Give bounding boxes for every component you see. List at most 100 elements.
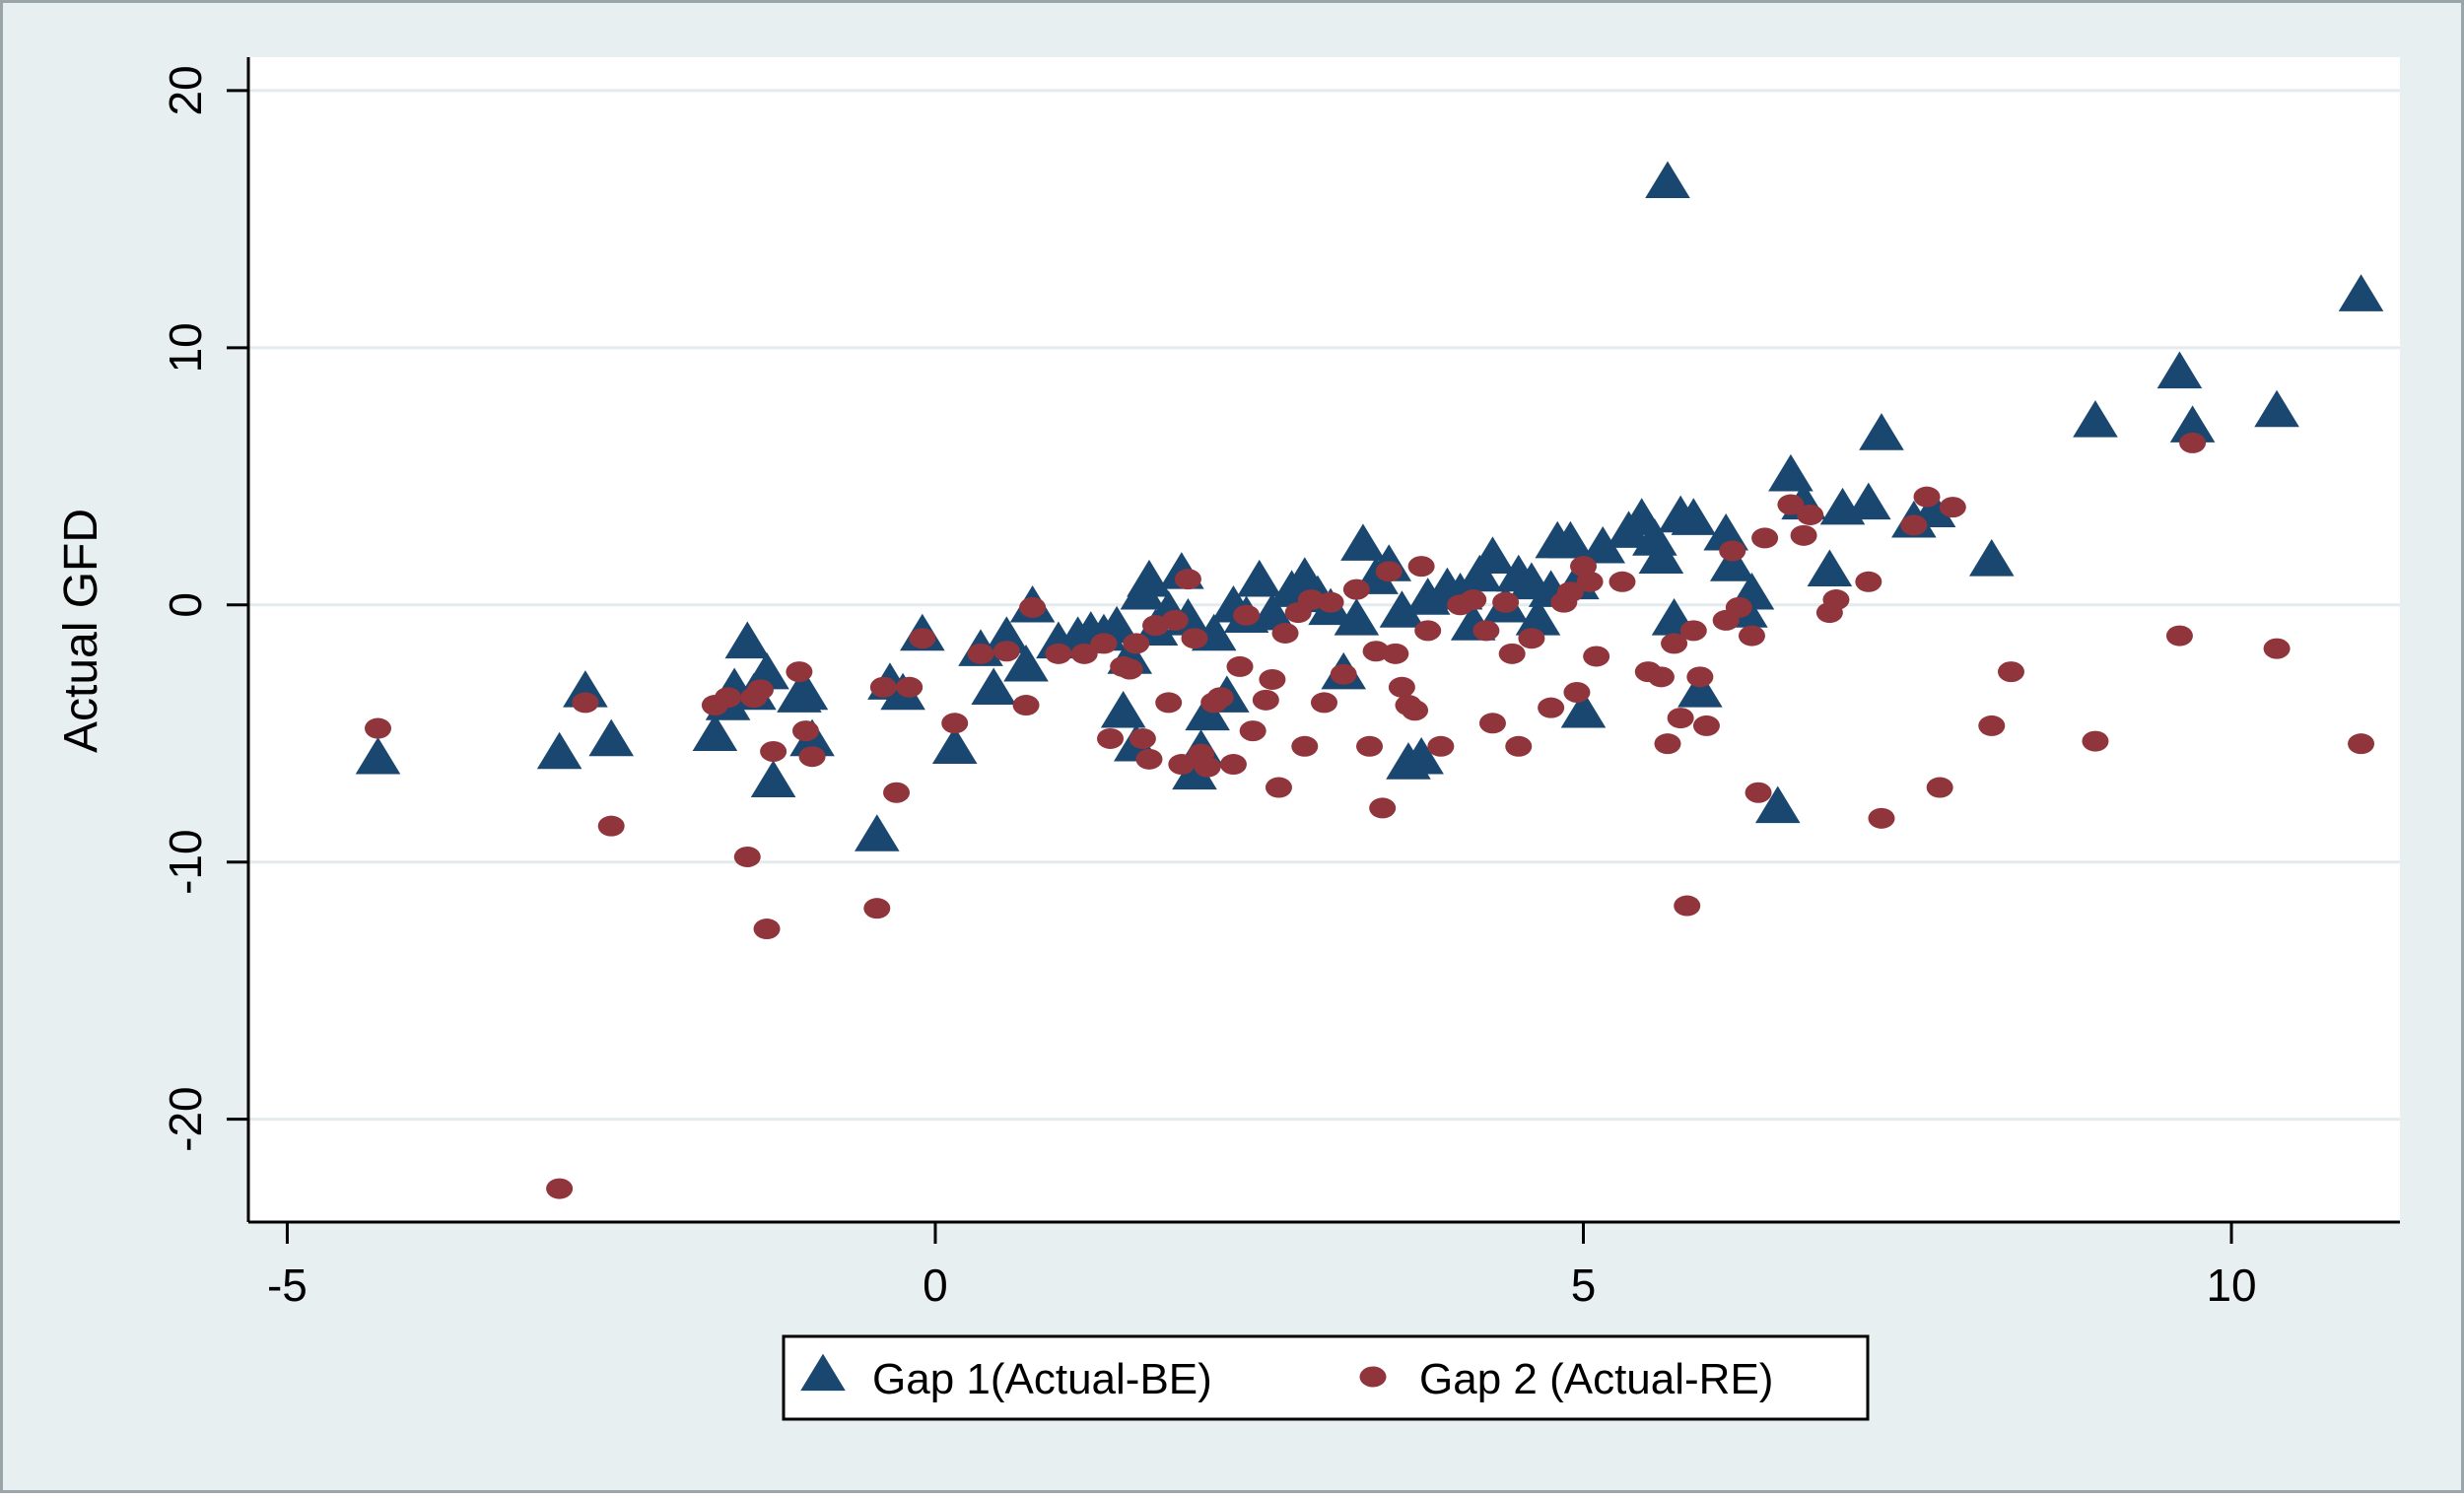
gap2-point bbox=[786, 661, 813, 683]
gap1-point bbox=[971, 667, 1016, 706]
y-tick-label: -20 bbox=[160, 1086, 211, 1151]
gap1-point bbox=[1671, 498, 1717, 535]
gap1-point bbox=[1560, 690, 1607, 728]
gap2-point bbox=[1090, 633, 1118, 654]
data-points bbox=[355, 161, 2384, 1199]
gap2-point bbox=[869, 676, 897, 698]
legend-gap1-marker bbox=[800, 1353, 846, 1392]
axes: -20 -10 0 10 20 -5 0 5 10 bbox=[160, 57, 2400, 1311]
gap2-point bbox=[1997, 661, 2024, 683]
gap2-point bbox=[883, 782, 911, 803]
gap2-point bbox=[1939, 497, 1966, 518]
gap1-point bbox=[1379, 590, 1425, 628]
y-axis-label: Actual GFD bbox=[55, 509, 107, 753]
gap2-point bbox=[1472, 620, 1500, 642]
gap2-point bbox=[1563, 681, 1591, 703]
gap1-point bbox=[1399, 736, 1444, 775]
x-tick-label: 10 bbox=[2206, 1260, 2256, 1311]
gap2-point bbox=[863, 898, 891, 919]
gap2-point bbox=[1738, 625, 1765, 647]
gap2-point bbox=[1012, 695, 1040, 716]
gap2-point bbox=[1239, 720, 1266, 742]
gap2-point bbox=[1661, 633, 1688, 654]
gap1-point bbox=[1250, 592, 1295, 631]
gap2-point bbox=[1725, 596, 1752, 618]
gap2-point bbox=[992, 641, 1020, 662]
gap1-point bbox=[692, 714, 738, 752]
gap2-point bbox=[1161, 609, 1189, 631]
gap1-point bbox=[931, 726, 978, 765]
gap1-point bbox=[1645, 161, 1690, 199]
gap2-point bbox=[1751, 527, 1779, 549]
gap2-point bbox=[1382, 643, 1409, 664]
gap2-point bbox=[798, 746, 826, 768]
gap2-point bbox=[1913, 486, 1941, 508]
gap2-point bbox=[546, 1178, 574, 1199]
gap2-point bbox=[2082, 730, 2109, 752]
gap2-point bbox=[1518, 628, 1545, 649]
gap2-point bbox=[1900, 514, 1928, 536]
gap2-point bbox=[1667, 708, 1694, 729]
gap2-point bbox=[597, 815, 625, 837]
gap2-point bbox=[365, 717, 392, 739]
gap2-point bbox=[1926, 777, 1953, 798]
gap1-point bbox=[750, 760, 796, 797]
gap1-point bbox=[1547, 520, 1594, 559]
gap1-point bbox=[783, 672, 829, 711]
gap1-point bbox=[855, 814, 900, 851]
gap2-point bbox=[1226, 655, 1254, 677]
gap2-point bbox=[1679, 620, 1707, 642]
x-tick-label: 0 bbox=[923, 1260, 948, 1311]
gap2-point bbox=[1505, 735, 1533, 757]
gap2-point bbox=[733, 846, 761, 867]
gap2-point bbox=[941, 713, 969, 734]
gap2-point bbox=[1194, 756, 1221, 778]
gap1-point bbox=[1968, 539, 2015, 577]
gap1-point bbox=[724, 621, 771, 659]
gap1-point bbox=[2156, 351, 2203, 389]
gap2-point bbox=[1265, 777, 1292, 798]
legend-box bbox=[782, 1334, 1870, 1421]
gap2-point bbox=[1123, 633, 1150, 654]
gap2-point bbox=[1868, 807, 1895, 829]
gap2-point bbox=[746, 679, 774, 701]
gap2-point bbox=[2348, 733, 2375, 755]
gap2-point bbox=[572, 692, 599, 714]
gap2-point bbox=[1155, 692, 1183, 714]
gap2-point bbox=[1608, 571, 1636, 592]
gap2-point bbox=[1342, 579, 1370, 600]
gap1-point bbox=[1709, 544, 1755, 581]
gap2-point bbox=[1777, 494, 1805, 515]
y-tick-label: 10 bbox=[160, 322, 211, 373]
gap2-point bbox=[1330, 663, 1357, 685]
gap2-point bbox=[896, 676, 924, 698]
gap1-point bbox=[1334, 598, 1380, 636]
gap1-point bbox=[1846, 482, 1891, 520]
gap2-point bbox=[760, 741, 787, 763]
gap2-point bbox=[1719, 540, 1746, 562]
gap2-point bbox=[1745, 782, 1772, 803]
gap2-point bbox=[1407, 556, 1435, 578]
y-tick-label: 20 bbox=[160, 65, 211, 115]
gap2-point bbox=[1583, 646, 1610, 667]
gap1-point bbox=[1859, 413, 1904, 450]
gap2-point bbox=[1692, 715, 1720, 736]
gap1-point bbox=[536, 731, 582, 770]
gap1-point bbox=[1807, 549, 1853, 587]
gap1-point bbox=[1236, 559, 1282, 597]
legend-gap1-label: Gap 1(Actual-BE) bbox=[872, 1355, 1212, 1403]
gap1-point bbox=[1100, 690, 1146, 728]
gap2-point bbox=[1135, 748, 1163, 770]
gap2-point bbox=[909, 628, 936, 649]
x-tick-label: -5 bbox=[267, 1260, 308, 1311]
gap2-point bbox=[715, 687, 742, 709]
gap2-point bbox=[1356, 735, 1384, 757]
gap2-point bbox=[1291, 735, 1319, 757]
gap1-point bbox=[1754, 785, 1801, 824]
legend-gap2-marker bbox=[1359, 1366, 1387, 1388]
gap2-point bbox=[1174, 569, 1201, 590]
legend-gap2-label: Gap 2 (Actual-RE) bbox=[1419, 1355, 1773, 1403]
gap2-point bbox=[791, 720, 819, 742]
